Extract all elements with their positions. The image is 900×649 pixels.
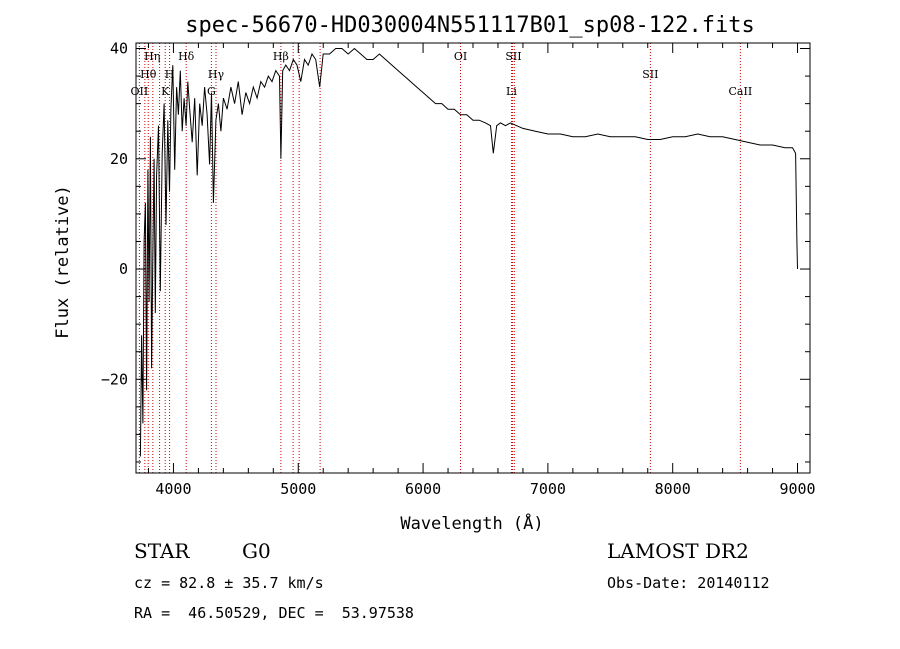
chart-title: spec-56670-HD030004N551117B01_sp08-122.f… [185,13,755,38]
line-label: Hθ [140,68,157,81]
line-label: H [165,68,175,81]
spectral-line-markers [138,43,741,473]
cz-value: cz = 82.8 ± 35.7 km/s [134,574,324,592]
line-label: K [161,85,170,98]
axes: 4000 5000 6000 7000 8000 9000 −20 0 20 40 [101,40,816,498]
x-tick-label: 9000 [779,480,815,498]
x-tick-label: 7000 [530,480,566,498]
x-tick-label: 4000 [155,480,191,498]
line-label: SII [505,50,521,63]
survey-name: LAMOST DR2 [607,539,749,563]
line-label: Hδ [178,50,195,63]
spectrum-series [139,47,798,457]
line-label: SII [642,68,658,81]
line-label: G [207,85,216,98]
line-label: OI [454,50,467,63]
y-axis-label: Flux (relative) [53,185,73,339]
line-labels: Hη Hδ Hβ OI SII Hθ H Hγ SII OII K G Li CaII [131,50,753,98]
x-axis-label: Wavelength (Å) [400,512,543,534]
y-tick-label: −20 [101,370,128,388]
x-tick-label: 5000 [280,480,316,498]
y-tick-label: 20 [110,150,128,168]
line-label: Li [506,85,517,98]
line-label: Hβ [273,50,289,63]
x-tick-label: 8000 [655,480,691,498]
spectral-subclass: G0 [242,539,271,563]
coordinates: RA = 46.50529, DEC = 53.97538 [134,604,414,622]
plot-frame [135,42,811,474]
line-label: Hη [144,50,160,63]
line-label: Hγ [208,68,225,81]
object-type: STAR [134,539,190,563]
y-tick-label: 40 [110,40,128,58]
spectrum-line [139,47,798,457]
line-label: OII [131,85,149,98]
x-tick-label: 6000 [405,480,441,498]
obs-date: Obs-Date: 20140112 [607,574,770,592]
y-tick-label: 0 [119,260,128,278]
line-label: CaII [729,85,753,98]
